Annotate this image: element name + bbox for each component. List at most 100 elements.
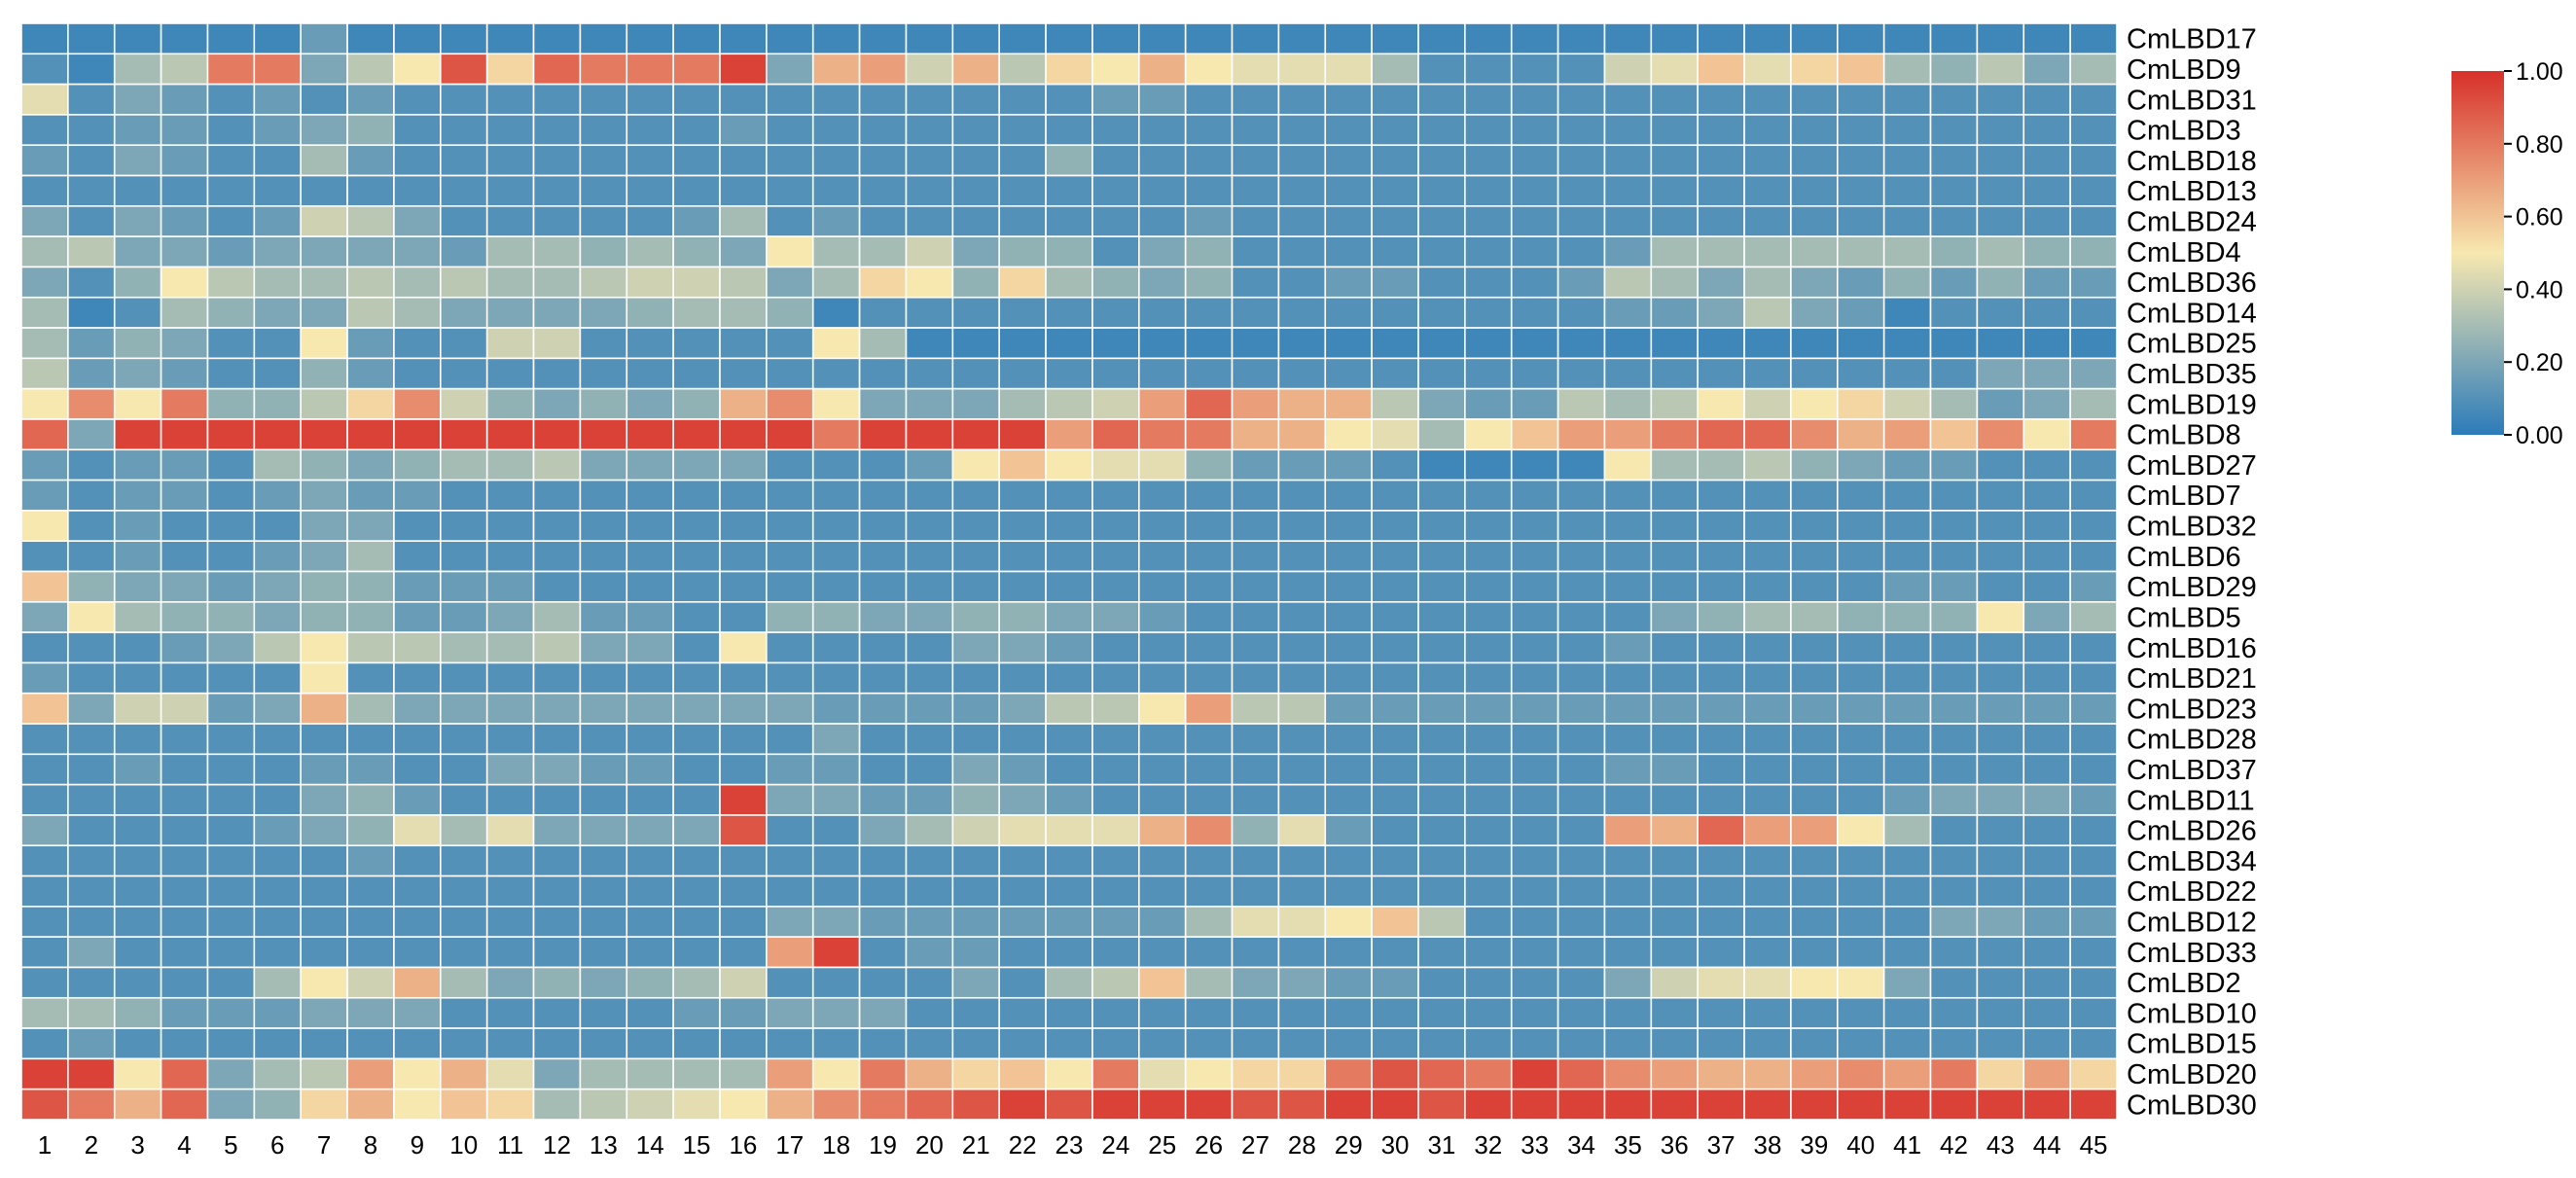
heatmap-cell-CmLBD35-27 [1231,357,1280,390]
heatmap-cell-CmLBD15-10 [439,1027,488,1060]
heatmap-cell-CmLBD5-35 [1603,601,1653,633]
heatmap-cell-CmLBD10-8 [346,996,395,1029]
column-label: 9 [411,1130,424,1160]
heatmap-cell-CmLBD35-17 [766,357,814,390]
heatmap-cell-CmLBD7-1 [20,479,69,512]
heatmap-cell-CmLBD25-18 [811,327,861,360]
heatmap-cell-CmLBD23-12 [532,692,582,725]
heatmap-cell-CmLBD34-30 [1371,844,1419,877]
heatmap-cell-CmLBD29-8 [346,570,395,603]
heatmap-cell-CmLBD28-39 [1790,723,1839,756]
heatmap-cell-CmLBD9-30 [1371,53,1419,86]
heatmap-cell-CmLBD5-20 [905,601,954,633]
heatmap-cell-CmLBD30-2 [67,1088,116,1121]
heatmap-cell-CmLBD23-36 [1650,692,1699,725]
heatmap-cell-CmLBD10-44 [2022,996,2071,1029]
heatmap-cell-CmLBD32-23 [1045,510,1093,543]
heatmap-cell-CmLBD18-22 [998,144,1047,177]
heatmap-cell-CmLBD7-45 [2069,479,2118,512]
heatmap-cell-CmLBD23-17 [766,692,814,725]
heatmap-cell-CmLBD28-22 [998,723,1047,756]
heatmap-cell-CmLBD29-2 [67,570,116,603]
heatmap-cell-CmLBD33-35 [1603,936,1653,969]
heatmap-cell-CmLBD18-1 [20,144,69,177]
heatmap-cell-CmLBD27-29 [1324,448,1373,482]
heatmap-cell-CmLBD3-24 [1091,114,1140,147]
heatmap-cell-CmLBD23-40 [1837,692,1885,725]
heatmap-cell-CmLBD20-28 [1277,1057,1327,1090]
heatmap-cell-CmLBD8-15 [672,418,721,451]
heatmap-cell-CmLBD8-9 [393,418,442,451]
heatmap-cell-CmLBD22-31 [1417,875,1466,908]
heatmap-cell-CmLBD32-17 [766,510,814,543]
heatmap-cell-CmLBD17-41 [1882,22,1932,55]
heatmap-cell-CmLBD14-32 [1464,296,1513,329]
heatmap-cell-CmLBD21-24 [1091,661,1140,695]
heatmap-cell-CmLBD33-6 [253,936,302,969]
heatmap-cell-CmLBD27-25 [1138,448,1187,482]
heatmap-cell-CmLBD26-15 [672,814,721,847]
heatmap-cell-CmLBD32-26 [1184,510,1234,543]
heatmap-cell-CmLBD20-43 [1976,1057,2025,1090]
heatmap-cell-CmLBD15-2 [67,1027,116,1060]
heatmap-cell-CmLBD4-38 [1743,235,1792,268]
heatmap-cell-CmLBD33-31 [1417,936,1466,969]
heatmap-cell-CmLBD21-10 [439,661,488,695]
heatmap-cell-CmLBD22-8 [346,875,395,908]
heatmap-cell-CmLBD23-29 [1324,692,1373,725]
heatmap-cell-CmLBD28-41 [1882,723,1932,756]
heatmap-cell-CmLBD2-11 [485,966,535,999]
heatmap-cell-CmLBD21-40 [1837,661,1885,695]
heatmap-cell-CmLBD15-44 [2022,1027,2071,1060]
heatmap-cell-CmLBD14-44 [2022,296,2071,329]
heatmap-cell-CmLBD17-16 [719,22,768,55]
heatmap-cell-CmLBD36-44 [2022,266,2071,299]
heatmap-cell-CmLBD3-22 [998,114,1047,147]
heatmap-cell-CmLBD26-11 [485,814,535,847]
heatmap-cell-CmLBD32-38 [1743,510,1792,543]
heatmap-cell-CmLBD2-2 [67,966,116,999]
heatmap-cell-CmLBD25-33 [1510,327,1559,360]
heatmap-cell-CmLBD12-26 [1184,906,1234,938]
row-label: CmLBD4 [2127,237,2241,268]
heatmap-cell-CmLBD37-40 [1837,753,1885,786]
heatmap-cell-CmLBD33-8 [346,936,395,969]
heatmap-cell-CmLBD26-17 [766,814,814,847]
heatmap-cell-CmLBD29-17 [766,570,814,603]
heatmap-cell-CmLBD11-18 [811,783,861,816]
heatmap-cell-CmLBD26-33 [1510,814,1559,847]
heatmap-cell-CmLBD24-45 [2069,205,2118,237]
column-label: 34 [1567,1130,1595,1160]
heatmap-cell-CmLBD35-8 [346,357,395,390]
heatmap-cell-CmLBD27-6 [253,448,302,482]
heatmap-cell-CmLBD13-27 [1231,174,1280,207]
heatmap-cell-CmLBD2-17 [766,966,814,999]
heatmap-cell-CmLBD26-13 [579,814,628,847]
heatmap-cell-CmLBD4-45 [2069,235,2118,268]
heatmap-cell-CmLBD35-34 [1556,357,1606,390]
heatmap-cell-CmLBD33-37 [1697,936,1745,969]
heatmap-cell-CmLBD35-3 [113,357,162,390]
heatmap-cell-CmLBD20-38 [1743,1057,1792,1090]
heatmap-cell-CmLBD11-10 [439,783,488,816]
heatmap-cell-CmLBD12-45 [2069,906,2118,938]
heatmap-cell-CmLBD26-4 [160,814,209,847]
heatmap-cell-CmLBD8-6 [253,418,302,451]
heatmap-cell-CmLBD8-10 [439,418,488,451]
heatmap-cell-CmLBD9-27 [1231,53,1280,86]
heatmap-cell-CmLBD16-45 [2069,631,2118,664]
heatmap-cell-CmLBD27-37 [1697,448,1745,482]
heatmap-cell-CmLBD33-18 [811,936,861,969]
heatmap-cell-CmLBD8-41 [1882,418,1932,451]
heatmap-cell-CmLBD31-22 [998,83,1047,116]
heatmap-cell-CmLBD34-3 [113,844,162,877]
heatmap-cell-CmLBD20-17 [766,1057,814,1090]
heatmap-cell-CmLBD28-25 [1138,723,1187,756]
heatmap-cell-CmLBD20-14 [626,1057,674,1090]
heatmap-cell-CmLBD11-11 [485,783,535,816]
heatmap-cell-CmLBD5-45 [2069,601,2118,633]
heatmap-cell-CmLBD5-26 [1184,601,1234,633]
heatmap-cell-CmLBD2-22 [998,966,1047,999]
heatmap-cell-CmLBD11-24 [1091,783,1140,816]
heatmap-cell-CmLBD35-30 [1371,357,1419,390]
